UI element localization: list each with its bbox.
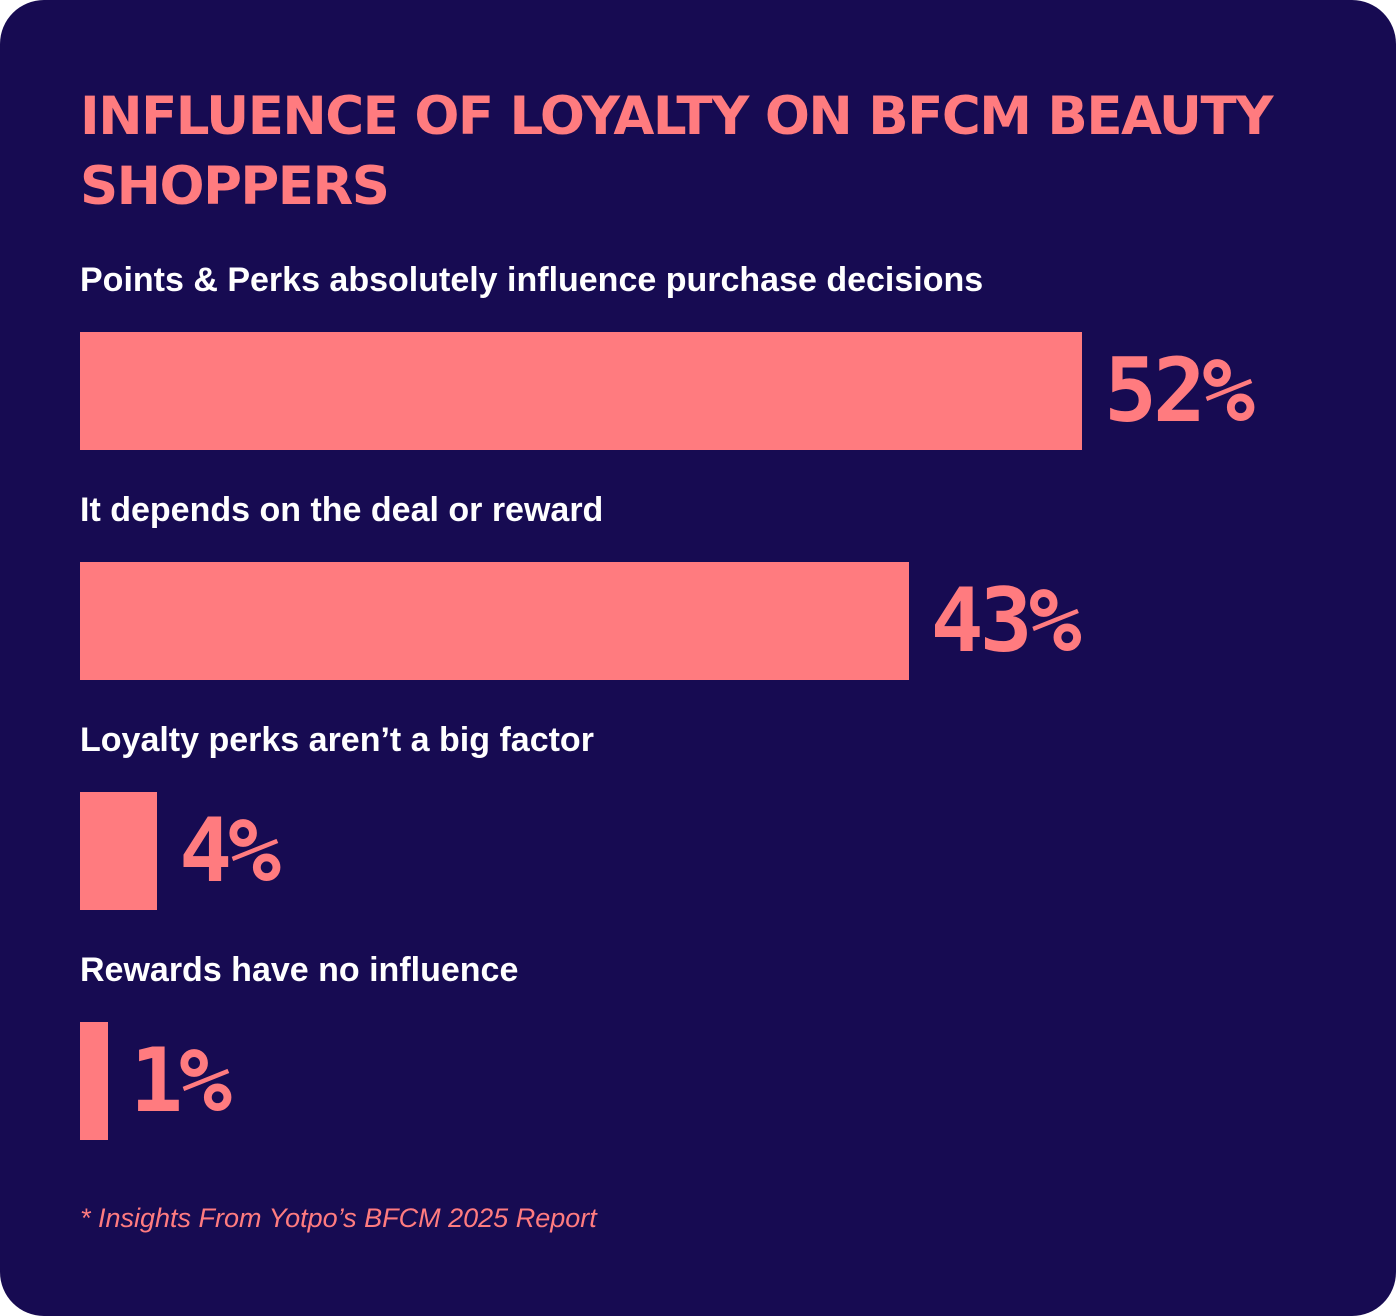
chart-title: INFLUENCE OF LOYALTY ON BFCM BEAUTY SHOP… xyxy=(80,86,1274,217)
bar xyxy=(80,1022,108,1140)
category-label: It depends on the deal or reward xyxy=(80,491,604,529)
value-label: 1% xyxy=(130,1029,232,1132)
value-label: 52% xyxy=(1104,339,1255,442)
value-label: 4% xyxy=(179,799,281,902)
source-footnote: * Insights From Yotpo’s BFCM 2025 Report xyxy=(80,1203,597,1233)
category-label: Rewards have no influence xyxy=(80,951,519,989)
category-label: Points & Perks absolutely influence purc… xyxy=(80,261,984,299)
bar xyxy=(80,332,1083,450)
bar xyxy=(80,792,158,910)
category-label: Loyalty perks aren’t a big factor xyxy=(80,721,594,759)
value-label: 43% xyxy=(930,569,1082,672)
bar xyxy=(80,562,909,680)
